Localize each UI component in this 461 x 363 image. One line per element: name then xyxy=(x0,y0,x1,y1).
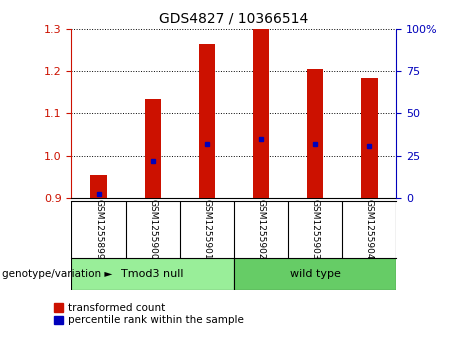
Title: GDS4827 / 10366514: GDS4827 / 10366514 xyxy=(160,11,308,25)
Text: GSM1255899: GSM1255899 xyxy=(94,199,103,260)
Text: GSM1255902: GSM1255902 xyxy=(256,199,266,260)
Legend: transformed count, percentile rank within the sample: transformed count, percentile rank withi… xyxy=(53,303,244,326)
Bar xyxy=(199,44,215,198)
Bar xyxy=(361,78,378,198)
Bar xyxy=(71,258,234,290)
Text: wild type: wild type xyxy=(290,269,341,279)
Bar xyxy=(145,99,161,198)
Bar xyxy=(90,175,106,198)
Text: genotype/variation ►: genotype/variation ► xyxy=(2,269,112,279)
Text: GSM1255900: GSM1255900 xyxy=(148,199,157,260)
Bar xyxy=(234,258,396,290)
Text: GSM1255903: GSM1255903 xyxy=(311,199,320,260)
Bar xyxy=(253,29,269,198)
Text: GSM1255904: GSM1255904 xyxy=(365,199,374,260)
Text: GSM1255901: GSM1255901 xyxy=(202,199,212,260)
Bar xyxy=(307,69,323,198)
Text: Tmod3 null: Tmod3 null xyxy=(121,269,184,279)
